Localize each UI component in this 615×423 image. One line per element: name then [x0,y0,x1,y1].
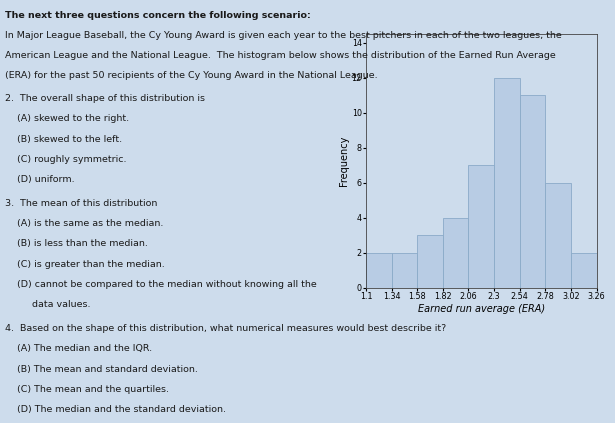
Text: (D) cannot be compared to the median without knowing all the: (D) cannot be compared to the median wit… [5,280,317,289]
Text: (C) The mean and the quartiles.: (C) The mean and the quartiles. [5,385,169,394]
Text: (C) is greater than the median.: (C) is greater than the median. [5,260,165,269]
Bar [571,253,597,288]
Text: (A) The median and the IQR.: (A) The median and the IQR. [5,344,152,353]
Text: (C) roughly symmetric.: (C) roughly symmetric. [5,155,127,164]
Text: 3.  The mean of this distribution: 3. The mean of this distribution [5,199,157,208]
Y-axis label: Frequency: Frequency [339,135,349,186]
Bar [443,217,469,288]
Text: 2.  The overall shape of this distribution is: 2. The overall shape of this distributio… [5,94,205,103]
X-axis label: Earned run average (ERA): Earned run average (ERA) [418,304,545,313]
Text: (D) uniform.: (D) uniform. [5,175,74,184]
Bar [392,253,417,288]
Text: The next three questions concern the following scenario:: The next three questions concern the fol… [5,11,311,19]
Text: 4.  Based on the shape of this distribution, what numerical measures would best : 4. Based on the shape of this distributi… [5,324,446,333]
Text: (B) skewed to the left.: (B) skewed to the left. [5,135,122,143]
Text: In Major League Baseball, the Cy Young Award is given each year to the best pitc: In Major League Baseball, the Cy Young A… [5,31,561,40]
Text: data values.: data values. [5,300,90,309]
Bar [546,183,571,288]
Text: (B) The mean and standard deviation.: (B) The mean and standard deviation. [5,365,198,374]
Text: (ERA) for the past 50 recipients of the Cy Young Award in the National League.: (ERA) for the past 50 recipients of the … [5,71,378,80]
Text: (A) is the same as the median.: (A) is the same as the median. [5,219,164,228]
Bar [494,77,520,288]
Bar [520,95,546,288]
Bar [366,253,392,288]
Bar [469,165,494,288]
Bar [417,235,443,288]
Text: American League and the National League.  The histogram below shows the distribu: American League and the National League.… [5,51,556,60]
Text: (D) The median and the standard deviation.: (D) The median and the standard deviatio… [5,405,226,414]
Text: (B) is less than the median.: (B) is less than the median. [5,239,148,248]
Text: (A) skewed to the right.: (A) skewed to the right. [5,114,129,123]
